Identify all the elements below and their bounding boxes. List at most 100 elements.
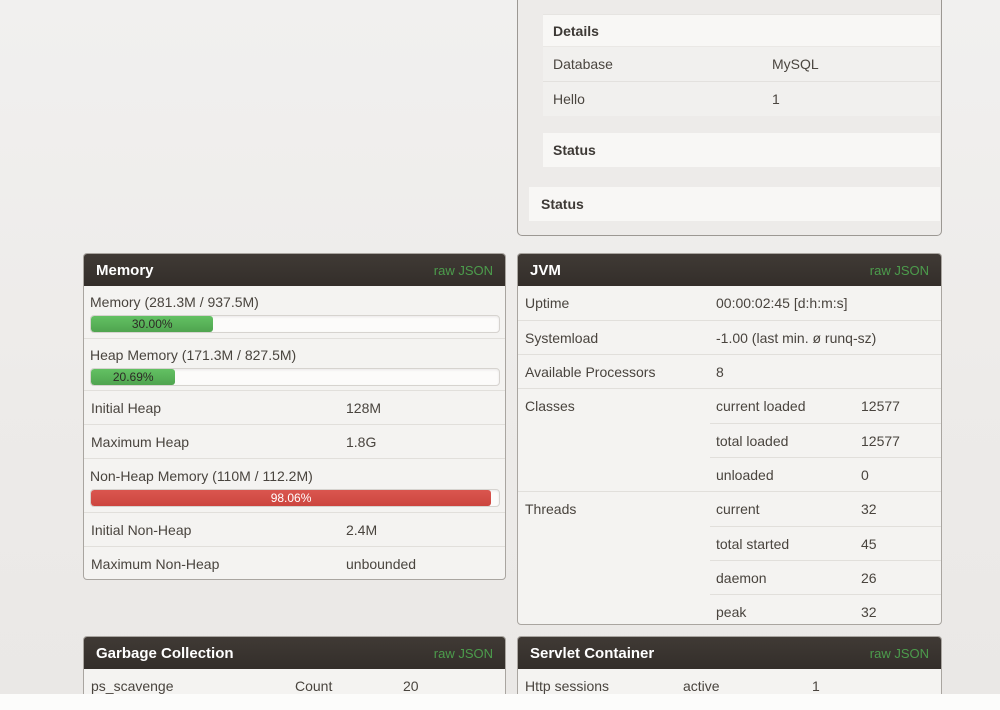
row-label: Initial Non-Heap bbox=[91, 521, 192, 538]
details-section-title: Details bbox=[553, 22, 599, 39]
ps-scavenge-row: ps_scavenge Count 20 bbox=[84, 669, 505, 703]
jvm-panel-header: JVM raw JSON bbox=[518, 254, 941, 286]
heap-memory-bar-track: 20.69% bbox=[90, 368, 500, 386]
jvm-panel: JVM raw JSON Uptime 00:00:02:45 [d:h:m:s… bbox=[517, 253, 942, 625]
gc-value: 20 bbox=[403, 678, 419, 694]
row-value: 8 bbox=[716, 363, 724, 380]
threads-entries: current 32 total started 45 daemon 26 pe… bbox=[710, 492, 941, 624]
http-sessions-row: Http sessions active 1 bbox=[518, 669, 941, 703]
classes-current-loaded-row: current loaded 12577 bbox=[710, 389, 941, 423]
memory-usage-bar-track: 30.00% bbox=[90, 315, 500, 333]
entry-value: 32 bbox=[861, 603, 877, 620]
gc-raw-json-link[interactable]: raw JSON bbox=[433, 645, 493, 661]
nonheap-memory-gauge: Non-Heap Memory (110M / 112.2M) 98.06% bbox=[84, 458, 505, 512]
entry-value: 12577 bbox=[861, 432, 900, 449]
group-label: Threads bbox=[525, 501, 577, 517]
detail-label: Hello bbox=[553, 91, 585, 107]
entry-key: total started bbox=[716, 535, 790, 552]
threads-daemon-row: daemon 26 bbox=[710, 560, 941, 594]
entry-key: current loaded bbox=[716, 398, 806, 414]
health-card-gap bbox=[543, 116, 940, 133]
entry-key: peak bbox=[716, 603, 747, 620]
detail-value: MySQL bbox=[772, 56, 819, 72]
nonheap-memory-bar-fill: 98.06% bbox=[91, 490, 492, 506]
maximum-heap-row: Maximum Heap 1.8G bbox=[84, 424, 505, 458]
status-outer-title: Status bbox=[541, 196, 584, 212]
gc-key: Count bbox=[295, 678, 333, 694]
servlet-raw-json-link[interactable]: raw JSON bbox=[869, 645, 929, 661]
systemload-row: Systemload -1.00 (last min. ø runq-sz) bbox=[518, 320, 941, 354]
threads-group-row: Threads current 32 total started 45 daem… bbox=[518, 491, 941, 624]
servlet-panel-header: Servlet Container raw JSON bbox=[518, 637, 941, 669]
entry-value: 26 bbox=[861, 569, 877, 586]
heap-memory-label: Heap Memory (171.3M / 827.5M) bbox=[90, 347, 297, 363]
row-value: 1.8G bbox=[346, 433, 377, 450]
uptime-row: Uptime 00:00:02:45 [d:h:m:s] bbox=[518, 286, 941, 320]
maximum-nonheap-row: Maximum Non-Heap unbounded bbox=[84, 546, 505, 579]
entry-key: daemon bbox=[716, 569, 767, 586]
health-details-group: Details Database MySQL Hello 1 Status bbox=[543, 15, 940, 167]
jvm-raw-json-link[interactable]: raw JSON bbox=[869, 262, 929, 278]
row-label: Maximum Heap bbox=[91, 433, 190, 450]
status-outer-section-header: Status bbox=[529, 187, 940, 221]
gc-name: ps_scavenge bbox=[91, 678, 174, 694]
entry-key: total loaded bbox=[716, 432, 789, 449]
classes-total-loaded-row: total loaded 12577 bbox=[710, 423, 941, 457]
available-processors-row: Available Processors 8 bbox=[518, 354, 941, 388]
health-card-gap bbox=[518, 167, 941, 187]
memory-raw-json-link[interactable]: raw JSON bbox=[433, 262, 493, 278]
memory-usage-label: Memory (281.3M / 937.5M) bbox=[90, 294, 259, 310]
row-label: Maximum Non-Heap bbox=[91, 555, 220, 572]
row-label: Uptime bbox=[525, 295, 570, 311]
detail-row-hello: Hello 1 bbox=[543, 81, 940, 116]
nonheap-memory-label: Non-Heap Memory (110M / 112.2M) bbox=[90, 468, 313, 484]
servlet-value: 1 bbox=[812, 678, 820, 694]
servlet-key: active bbox=[683, 678, 720, 694]
classes-group-row: Classes current loaded 12577 total loade… bbox=[518, 388, 941, 491]
entry-key: current bbox=[716, 501, 760, 517]
servlet-name: Http sessions bbox=[525, 678, 610, 694]
detail-row-database: Database MySQL bbox=[543, 46, 940, 81]
entry-key: unloaded bbox=[716, 466, 774, 483]
status-inner-section-header: Status bbox=[543, 133, 940, 167]
jvm-panel-title: JVM bbox=[530, 261, 561, 279]
page-bottom-strip bbox=[0, 694, 1000, 710]
memory-usage-bar-fill: 30.00% bbox=[91, 316, 214, 332]
gc-panel-title: Garbage Collection bbox=[96, 644, 234, 662]
entry-value: 45 bbox=[861, 535, 877, 552]
status-inner-title: Status bbox=[553, 142, 596, 158]
nonheap-memory-bar-track: 98.06% bbox=[90, 489, 500, 507]
initial-nonheap-row: Initial Non-Heap 2.4M bbox=[84, 512, 505, 546]
row-value: 00:00:02:45 [d:h:m:s] bbox=[716, 295, 848, 311]
memory-panel-title: Memory bbox=[96, 261, 154, 279]
threads-current-row: current 32 bbox=[710, 492, 941, 526]
details-section-header: Details bbox=[543, 15, 940, 46]
group-label: Classes bbox=[525, 398, 575, 414]
entry-value: 32 bbox=[861, 501, 877, 517]
classes-entries: current loaded 12577 total loaded 12577 … bbox=[710, 389, 941, 491]
health-card-top-spacer bbox=[543, 0, 940, 15]
row-label: Available Processors bbox=[525, 363, 656, 380]
threads-peak-row: peak 32 bbox=[710, 594, 941, 624]
initial-heap-row: Initial Heap 128M bbox=[84, 390, 505, 424]
gc-panel-header: Garbage Collection raw JSON bbox=[84, 637, 505, 669]
health-details-card: Details Database MySQL Hello 1 Status St… bbox=[517, 0, 942, 236]
memory-panel-header: Memory raw JSON bbox=[84, 254, 505, 286]
entry-value: 0 bbox=[861, 466, 869, 483]
row-value: unbounded bbox=[346, 555, 417, 572]
row-label: Initial Heap bbox=[91, 399, 162, 416]
memory-panel: Memory raw JSON Memory (281.3M / 937.5M)… bbox=[83, 253, 506, 580]
entry-value: 12577 bbox=[861, 398, 900, 414]
servlet-panel-title: Servlet Container bbox=[530, 644, 655, 662]
row-value: 128M bbox=[346, 399, 382, 416]
detail-label: Database bbox=[553, 56, 613, 72]
row-value: -1.00 (last min. ø runq-sz) bbox=[716, 329, 877, 346]
detail-value: 1 bbox=[772, 91, 780, 107]
threads-total-started-row: total started 45 bbox=[710, 526, 941, 560]
classes-unloaded-row: unloaded 0 bbox=[710, 457, 941, 491]
row-value: 2.4M bbox=[346, 521, 378, 538]
heap-memory-gauge: Heap Memory (171.3M / 827.5M) 20.69% bbox=[84, 338, 505, 390]
memory-usage-gauge: Memory (281.3M / 937.5M) 30.00% bbox=[84, 286, 505, 338]
heap-memory-bar-fill: 20.69% bbox=[91, 369, 176, 385]
